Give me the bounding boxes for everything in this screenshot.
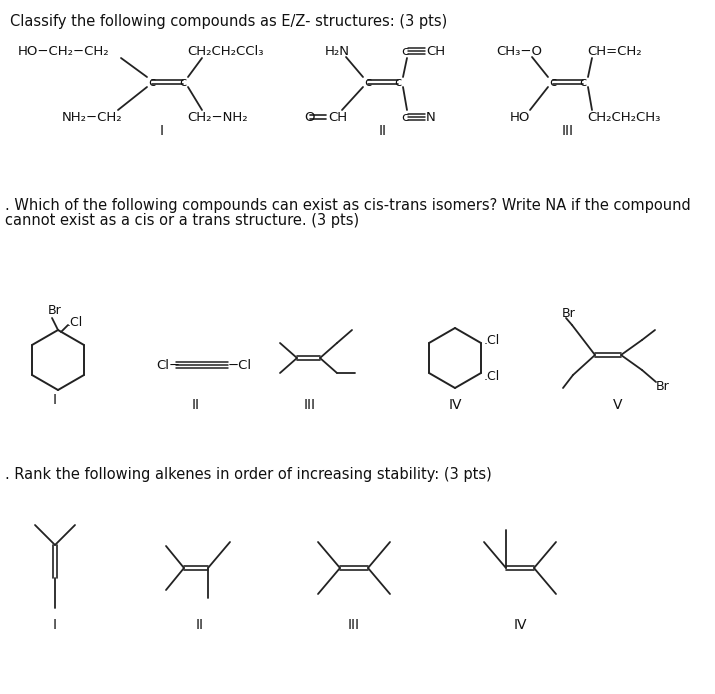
Text: I: I <box>53 618 57 632</box>
Text: CH=CH₂: CH=CH₂ <box>587 44 641 58</box>
Text: c: c <box>148 76 156 89</box>
Text: c: c <box>401 110 408 124</box>
Text: CH₂−NH₂: CH₂−NH₂ <box>187 110 247 124</box>
Text: CH₃−O: CH₃−O <box>496 44 542 58</box>
Text: O: O <box>304 110 315 124</box>
Text: II: II <box>379 124 387 138</box>
Text: CH: CH <box>328 110 347 124</box>
Text: IV: IV <box>448 398 462 412</box>
Text: Classify the following compounds as E/Z- structures: (3 pts): Classify the following compounds as E/Z-… <box>10 14 448 29</box>
Text: Br: Br <box>656 380 670 393</box>
Text: . Rank the following alkenes in order of increasing stability: (3 pts): . Rank the following alkenes in order of… <box>5 467 492 482</box>
Text: II: II <box>196 618 204 632</box>
Text: c: c <box>179 76 187 89</box>
Text: c: c <box>365 76 372 89</box>
Text: Cl−: Cl− <box>156 359 180 371</box>
Text: N: N <box>426 110 435 124</box>
Text: Br: Br <box>562 307 576 319</box>
Text: V: V <box>613 398 623 412</box>
Text: . Which of the following compounds can exist as cis-trans isomers? Write NA if t: . Which of the following compounds can e… <box>5 198 691 213</box>
Text: Br: Br <box>48 303 61 316</box>
Text: c: c <box>401 44 408 58</box>
Text: CH₂CH₂CH₃: CH₂CH₂CH₃ <box>587 110 661 124</box>
Text: III: III <box>562 124 574 138</box>
Text: c: c <box>394 76 402 89</box>
Text: .Cl: .Cl <box>67 316 83 328</box>
Text: .Cl: .Cl <box>484 334 500 346</box>
Text: NH₂−CH₂: NH₂−CH₂ <box>62 110 123 124</box>
Text: c: c <box>549 76 557 89</box>
Text: I: I <box>160 124 164 138</box>
Text: cannot exist as a cis or a trans structure. (3 pts): cannot exist as a cis or a trans structu… <box>5 213 359 228</box>
Text: HO: HO <box>510 110 531 124</box>
Text: III: III <box>348 618 360 632</box>
Text: −Cl: −Cl <box>228 359 252 371</box>
Text: I: I <box>53 393 57 407</box>
Text: II: II <box>192 398 200 412</box>
Text: c: c <box>579 76 587 89</box>
Text: CH: CH <box>426 44 445 58</box>
Text: .Cl: .Cl <box>484 369 500 382</box>
Text: CH₂CH₂CCl₃: CH₂CH₂CCl₃ <box>187 44 264 58</box>
Text: IV: IV <box>513 618 527 632</box>
Text: H₂N: H₂N <box>325 44 350 58</box>
Text: HO−CH₂−CH₂: HO−CH₂−CH₂ <box>18 44 109 58</box>
Text: III: III <box>304 398 316 412</box>
